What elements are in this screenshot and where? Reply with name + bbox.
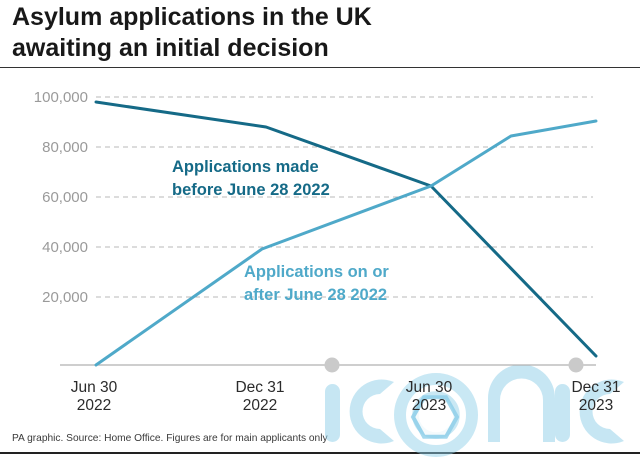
svg-text:Jun 30: Jun 30: [406, 379, 453, 396]
svg-text:after June 28 2022: after June 28 2022: [244, 286, 387, 304]
svg-text:Dec 31: Dec 31: [235, 379, 284, 396]
svg-text:20,000: 20,000: [42, 289, 88, 306]
svg-text:2023: 2023: [579, 397, 613, 414]
svg-text:Applications made: Applications made: [172, 158, 319, 176]
svg-text:2022: 2022: [77, 397, 111, 414]
svg-text:Applications on or: Applications on or: [244, 263, 389, 281]
svg-text:80,000: 80,000: [42, 139, 88, 156]
svg-text:40,000: 40,000: [42, 239, 88, 256]
svg-text:before June 28 2022: before June 28 2022: [172, 181, 330, 199]
svg-text:2023: 2023: [412, 397, 446, 414]
svg-text:100,000: 100,000: [34, 89, 88, 106]
svg-text:Jun 30: Jun 30: [71, 379, 118, 396]
svg-text:Dec 31: Dec 31: [571, 379, 620, 396]
svg-text:60,000: 60,000: [42, 189, 88, 206]
svg-text:2022: 2022: [243, 397, 277, 414]
